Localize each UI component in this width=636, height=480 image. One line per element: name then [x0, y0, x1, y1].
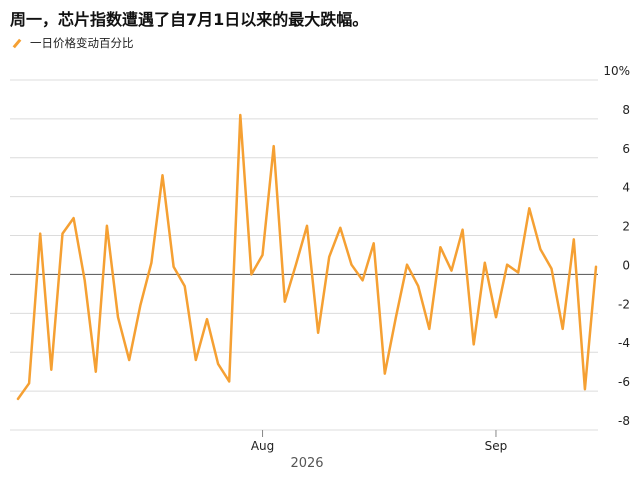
- x-tick-label: Aug: [251, 439, 274, 453]
- chart-title: 周一，芯片指数遭遇了自7月1日以来的最大跌幅。: [10, 10, 369, 29]
- gridlines: [10, 79, 598, 431]
- y-axis: 10% 8 6 4 2 0 -2 -4 -6 -8: [603, 64, 630, 428]
- y-tick-label: 10%: [603, 64, 630, 78]
- legend: 一日价格变动百分比: [10, 35, 134, 51]
- y-tick-label: 0: [622, 258, 630, 272]
- x-tick-label: Sep: [485, 439, 508, 453]
- y-tick-label: 6: [622, 142, 630, 156]
- y-tick-label: 4: [622, 181, 630, 195]
- y-tick-label: 8: [622, 103, 630, 117]
- x-axis: Aug Sep: [251, 430, 507, 453]
- series-group: [16, 113, 598, 401]
- y-tick-label: 2: [622, 220, 630, 234]
- legend-label: 一日价格变动百分比: [30, 36, 134, 50]
- series-line: [16, 113, 598, 401]
- y-tick-label: -2: [618, 297, 630, 311]
- y-tick-label: -4: [618, 336, 630, 350]
- y-tick-label: -8: [618, 414, 630, 428]
- x-axis-title: 2026: [290, 456, 323, 471]
- y-tick-label: -6: [618, 375, 630, 389]
